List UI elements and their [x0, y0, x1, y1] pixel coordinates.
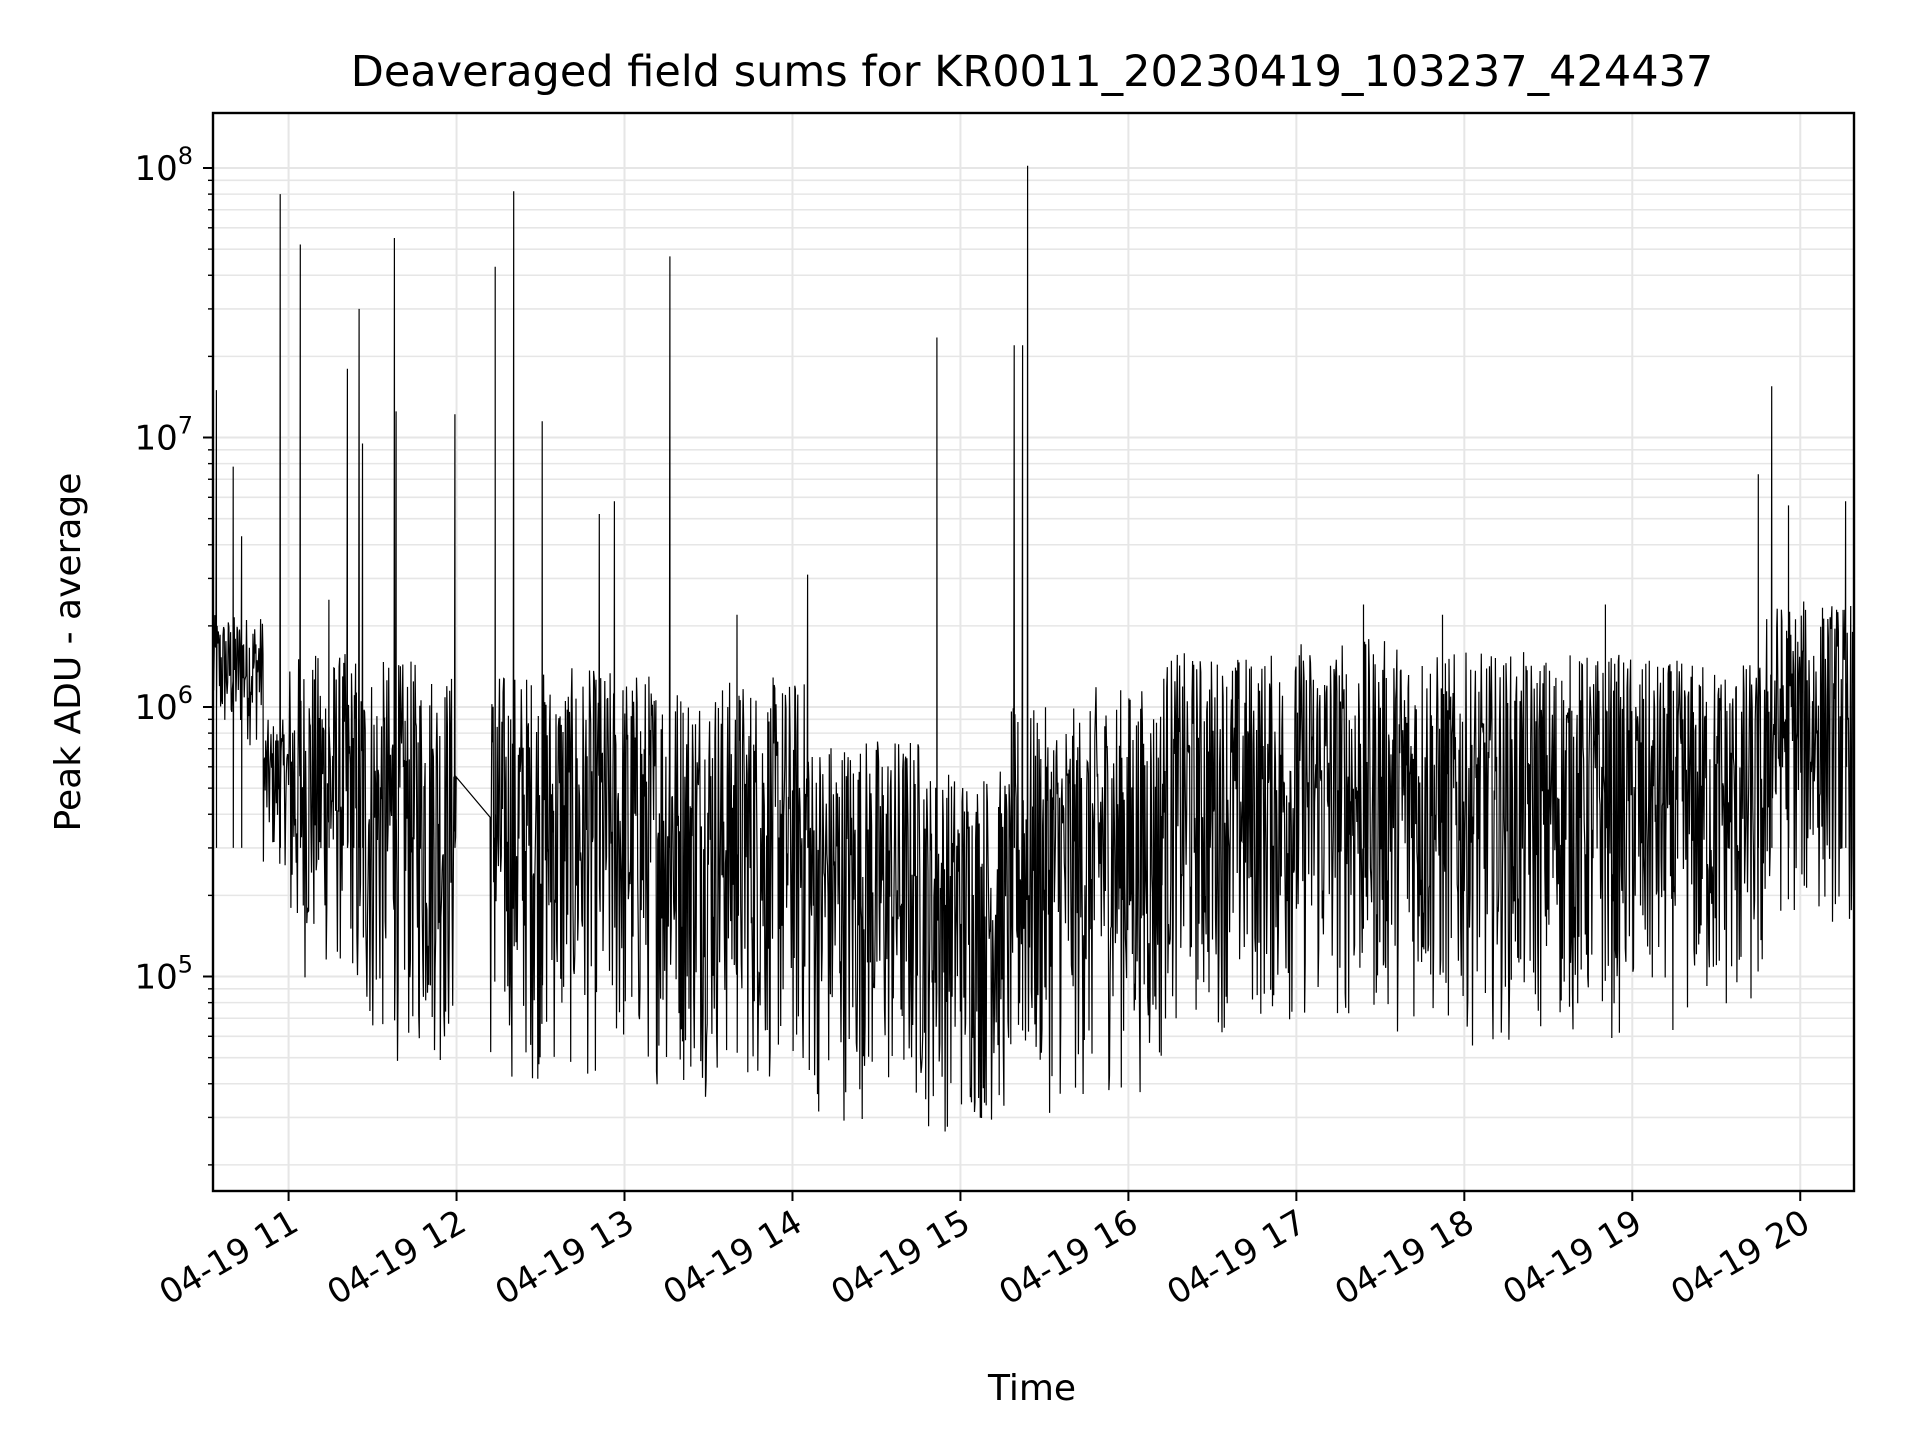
y-tick-label: 105: [134, 951, 193, 998]
y-tick-label: 107: [134, 412, 193, 459]
data-series: [212, 165, 1855, 1132]
chart-title: Deaveraged field sums for KR0011_2023041…: [351, 47, 1714, 97]
y-tick-label: 106: [134, 681, 193, 728]
plot-frame: [211, 111, 1856, 1193]
series-line: [212, 165, 1855, 1132]
y-axis-label: Peak ADU - average: [48, 473, 89, 832]
x-axis-label: Time: [987, 1368, 1076, 1409]
y-tick-label: 108: [134, 142, 193, 189]
y-axis-ticks: 105 106 107 108: [134, 142, 213, 1166]
